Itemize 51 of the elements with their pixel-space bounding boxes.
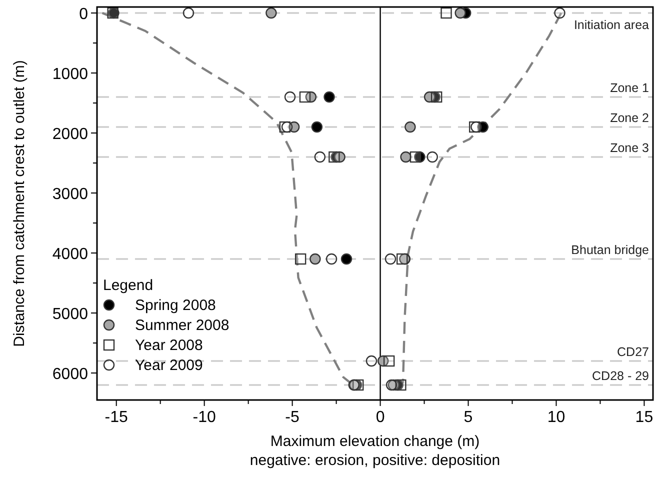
point [395,379,406,391]
legend-label: Year 2008 [135,337,203,354]
y-tick-label: 3000 [52,186,88,203]
x-tick-label: -15 [104,409,128,426]
legend-label: Summer 2008 [135,317,230,334]
legend-title: Legend [103,277,154,294]
point [440,7,452,19]
ref-line-label: Zone 2 [610,111,650,125]
y-tick-label: 1000 [52,66,88,83]
ref-line-label: Zone 3 [610,141,650,155]
x-tick-label: 15 [635,409,654,426]
y-tick-label: 4000 [52,246,88,263]
x-tick-label: 5 [464,409,473,426]
point [377,355,389,367]
point [400,151,412,163]
point [334,151,346,163]
x-tick-label: -10 [192,409,216,426]
y-axis-title: Distance from catchment crest to outlet (m) [11,60,28,347]
y-tick-label: 5000 [52,306,88,323]
point [383,355,395,367]
x-tick-label: -5 [285,409,300,426]
point [311,121,323,133]
point [454,7,466,19]
point [414,151,426,163]
point [424,91,436,103]
ref-line-label: Zone 1 [610,81,650,95]
legend-label: Spring 2008 [135,297,216,314]
point [340,253,352,265]
legend-label: Year 2009 [135,357,203,374]
y-tick-label: 0 [79,6,88,23]
x-axis-title: Maximum elevation change (m) negative: erosion, positive: deposition [250,433,500,469]
x-tick-label: 0 [376,409,385,426]
point [266,7,277,19]
ref-line-label: Bhutan bridge [571,243,650,257]
point [396,253,408,265]
x-tick-label: 10 [547,409,566,426]
point [288,121,300,133]
point [305,91,317,103]
point [310,253,321,265]
ref-line-label: CD27 [617,345,650,359]
point [410,151,422,163]
point [404,121,416,133]
y-tick-label: 6000 [52,366,88,383]
point [554,7,566,19]
point [294,253,306,265]
point [299,91,311,103]
ref-line-label: Initiation area [574,18,650,32]
y-tick-label: 2000 [52,126,88,143]
ref-line-label: CD28 - 29 [592,369,650,383]
point [477,121,488,133]
point [324,91,335,103]
